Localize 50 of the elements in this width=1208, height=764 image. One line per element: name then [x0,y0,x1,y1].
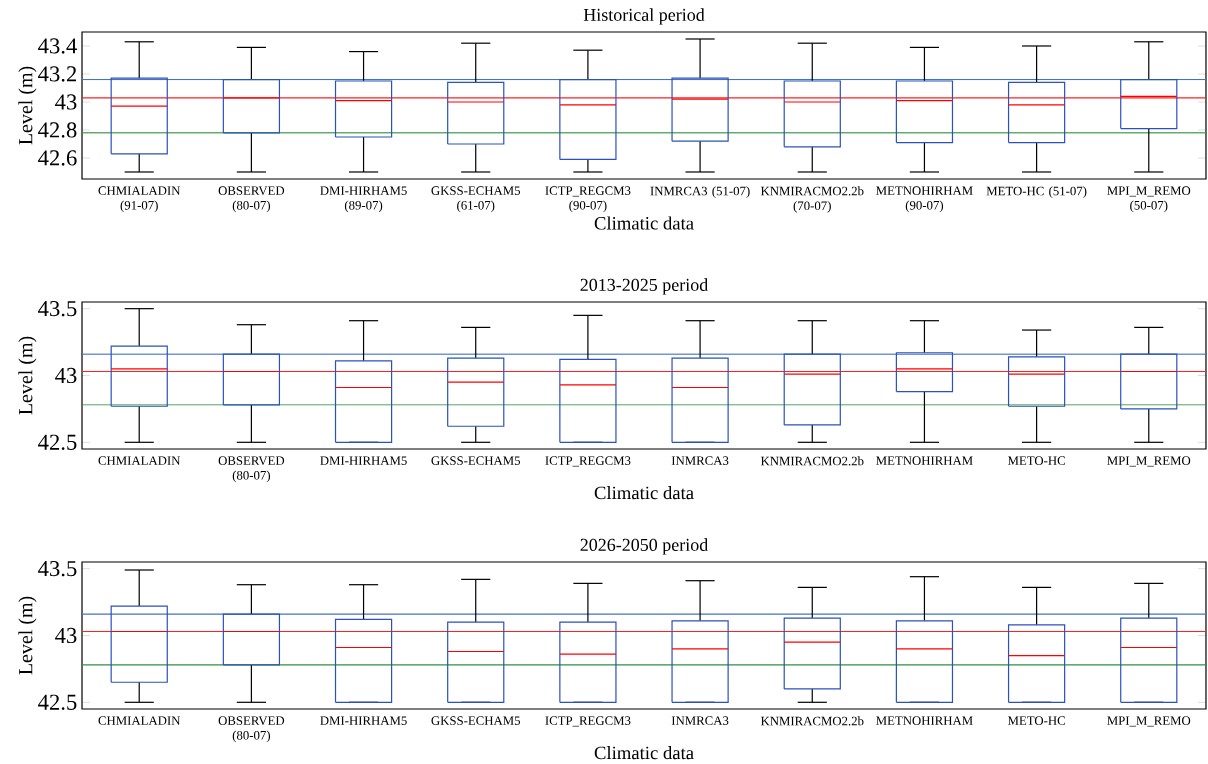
x-tick-label: METO-HC [1007,716,1065,725]
x-tick-label: METO-HC (51-07) [986,186,1087,198]
x-tick-label: OBSERVED (80-07) [218,716,285,743]
y-tick-label: 43.5 [38,561,77,577]
y-tick-label: 43 [55,94,77,110]
y-axis-title: Level (m) [18,336,37,415]
y-tick-label: 43 [55,367,77,384]
y-axis-title: Level (m) [18,596,37,675]
x-tick-label: METO-HC [1007,456,1065,465]
x-tick-label: INMRCA3 [671,716,729,725]
chart-title: 2013-2025 period [580,278,709,295]
x-axis-title: Climatic data [594,486,694,500]
x-tick-label: METNOHIRHAM [876,716,973,725]
x-tick-label: ICTP_REGCM3 [545,716,631,727]
y-tick-label: 42.6 [38,150,77,166]
x-tick-label: DMI-HIRHAM5 [320,456,407,465]
y-tick-label: 43.2 [38,66,77,82]
chart-title: Historical period [583,8,705,25]
x-tick-label: DMI-HIRHAM5 (89-07) [320,186,407,213]
x-tick-label: GKSS-ECHAM5 (61-07) [431,186,521,213]
x-tick-label: DMI-HIRHAM5 [320,716,407,725]
x-tick-label: MPI_M_REMO (50-07) [1107,186,1191,213]
y-tick-label: 42.5 [38,694,77,710]
x-tick-label: METNOHIRHAM [876,456,973,465]
x-tick-label: OBSERVED (80-07) [218,186,285,213]
y-tick-label: 43.4 [38,38,77,54]
chart-title: 2026-2050 period [580,538,709,555]
x-axis-title: Climatic data [594,746,694,760]
y-tick-label: 43.5 [38,301,77,317]
x-tick-label: METNOHIRHAM (90-07) [876,186,973,213]
x-tick-label: ICTP_REGCM3 (90-07) [545,186,631,213]
y-tick-label: 42.8 [38,122,77,138]
y-tick-label: 42.5 [38,434,77,450]
x-tick-label: INMRCA3 (51-07) [650,186,750,198]
x-tick-label: KNMIRACMO2.2b (70-07) [760,186,864,213]
x-tick-label: KNMIRACMO2.2b [760,716,864,726]
x-tick-label: ICTP_REGCM3 [545,456,631,467]
x-tick-label: GKSS-ECHAM5 [431,716,521,725]
y-tick-label: 43 [55,627,77,644]
x-tick-label: MPI_M_REMO [1107,456,1191,467]
x-axis-title: Climatic data [594,216,694,230]
x-tick-label: KNMIRACMO2.2b [760,456,864,466]
x-tick-label: INMRCA3 [671,456,729,465]
x-tick-label: MPI_M_REMO [1107,716,1191,727]
x-tick-label: GKSS-ECHAM5 [431,456,521,465]
x-tick-label: CHMIALADIN [98,456,181,465]
y-axis-title: Level (m) [18,66,37,145]
x-tick-label: OBSERVED (80-07) [218,456,285,483]
x-tick-label: CHMIALADIN [98,716,181,725]
x-tick-label: CHMIALADIN (91-07) [98,186,181,213]
